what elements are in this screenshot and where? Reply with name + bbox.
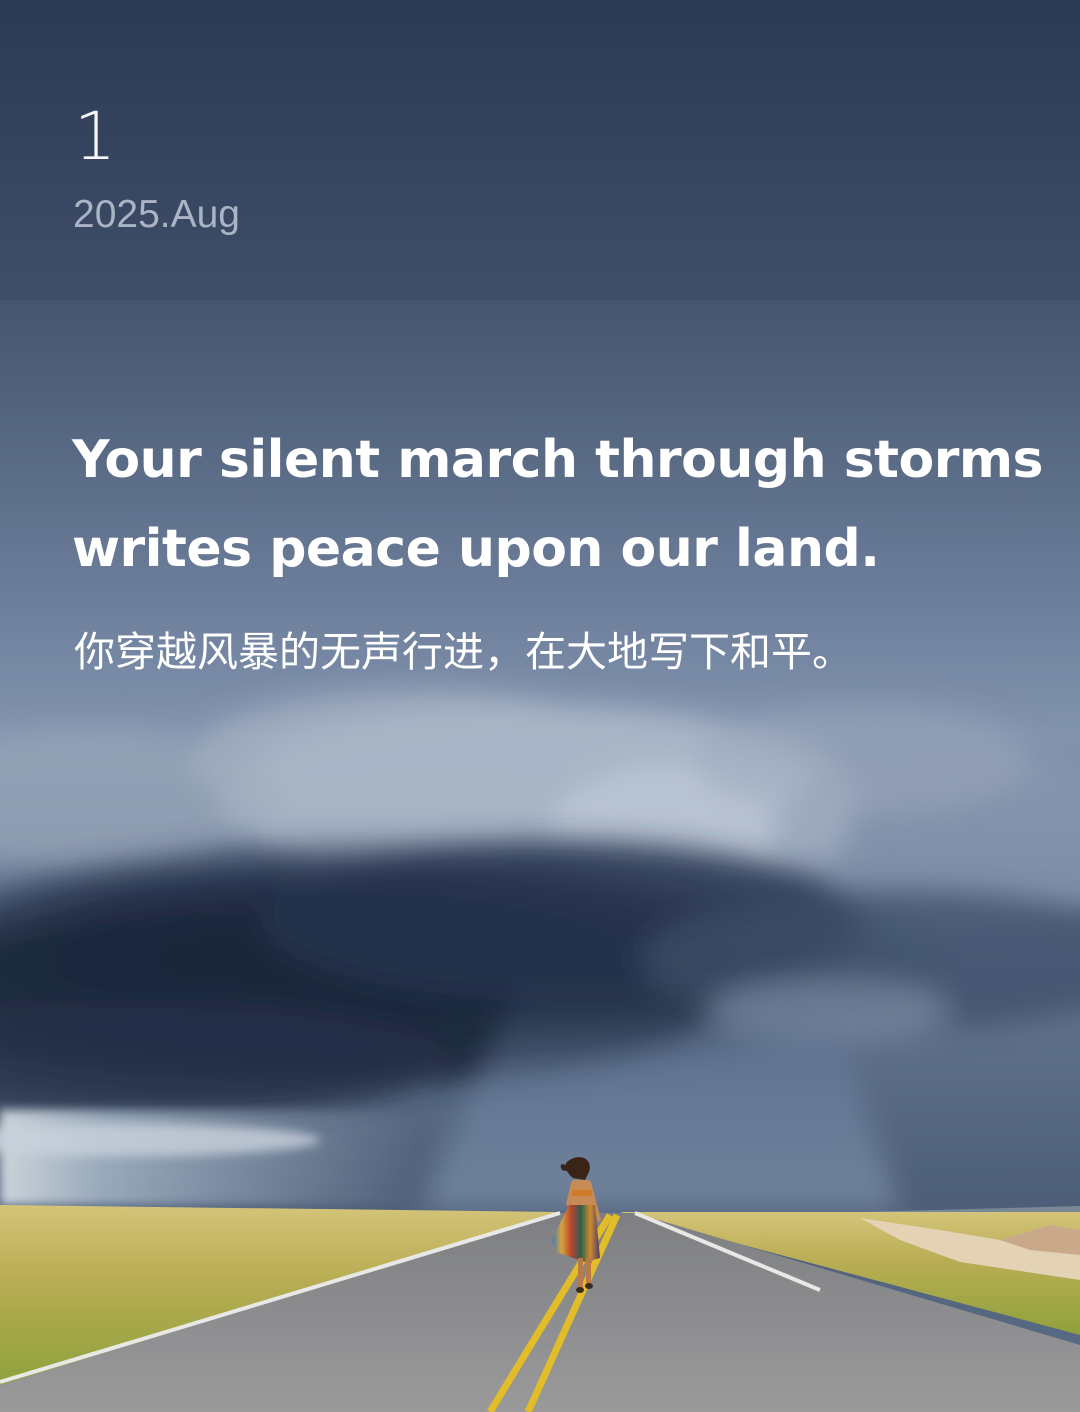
quote-english-line-1: Your silent march through storms [72,430,1044,490]
road [0,1213,1080,1412]
date-day: 1 [74,98,116,175]
quote-english: Your silent march through storms writes … [72,416,1044,594]
quote-english-line-2: writes peace upon our land. [72,519,880,579]
horizon-light [0,1110,420,1205]
storm-cloud [0,840,1080,1120]
woman-walking-icon [552,1157,601,1293]
date-month-year: 2025.Aug [73,193,240,236]
quote-chinese: 你穿越风暴的无声行进，在大地写下和平。 [74,628,853,676]
rain-shaft [420,980,900,1210]
